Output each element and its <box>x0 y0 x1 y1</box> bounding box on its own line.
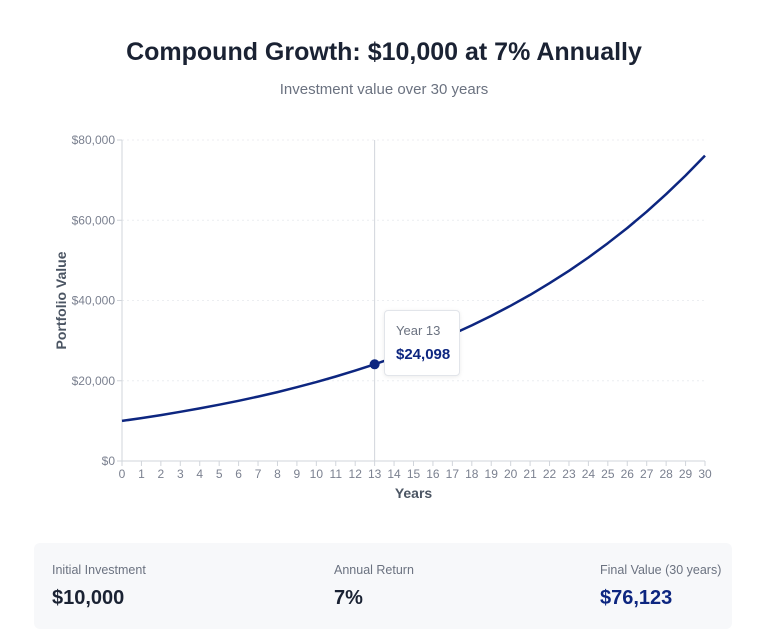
x-tick-label: 28 <box>659 467 673 481</box>
y-tick-label: $80,000 <box>72 133 116 147</box>
tooltip: Year 13 $24,098 <box>384 310 460 376</box>
y-tick-label: $60,000 <box>72 213 116 227</box>
stat-initial-investment: Initial Investment $10,000 <box>52 563 146 610</box>
x-tick-label: 9 <box>294 467 301 481</box>
x-tick-label: 10 <box>310 467 324 481</box>
stat-label: Initial Investment <box>52 563 146 577</box>
chart-title: Compound Growth: $10,000 at 7% Annually <box>126 38 642 66</box>
x-tick-label: 14 <box>387 467 401 481</box>
stat-value: 7% <box>334 587 363 609</box>
x-tick-label: 17 <box>446 467 460 481</box>
x-tick-label: 12 <box>349 467 363 481</box>
x-tick-label: 0 <box>119 467 126 481</box>
x-tick-label: 24 <box>582 467 596 481</box>
x-tick-label: 30 <box>698 467 712 481</box>
tooltip-value: $24,098 <box>396 346 451 363</box>
x-tick-label: 22 <box>543 467 557 481</box>
x-tick-label: 19 <box>485 467 499 481</box>
x-tick-label: 6 <box>235 467 242 481</box>
x-tick-label: 3 <box>177 467 184 481</box>
x-tick-label: 25 <box>601 467 615 481</box>
y-tick-label: $20,000 <box>72 374 116 388</box>
x-tick-label: 4 <box>196 467 203 481</box>
x-tick-label: 13 <box>368 467 382 481</box>
y-tick-label: $40,000 <box>72 294 116 308</box>
y-axis-label: Portfolio Value <box>53 251 69 349</box>
x-tick-label: 7 <box>255 467 262 481</box>
x-tick-label: 16 <box>426 467 440 481</box>
x-tick-label: 20 <box>504 467 518 481</box>
y-tick-label: $0 <box>102 454 116 468</box>
hover-point <box>369 359 380 370</box>
x-tick-label: 15 <box>407 467 421 481</box>
x-tick-label: 1 <box>138 467 145 481</box>
stat-label: Final Value (30 years) <box>600 563 722 577</box>
stat-final-value: Final Value (30 years) $76,123 <box>600 563 721 610</box>
x-tick-label: 23 <box>562 467 576 481</box>
stat-value: $76,123 <box>600 587 673 609</box>
x-tick-label: 27 <box>640 467 654 481</box>
x-tick-label: 18 <box>465 467 479 481</box>
tooltip-label: Year 13 <box>396 323 441 338</box>
x-tick-label: 8 <box>274 467 281 481</box>
x-axis-label: Years <box>395 485 433 501</box>
chart-subtitle: Investment value over 30 years <box>279 81 489 98</box>
stat-annual-return: Annual Return 7% <box>334 563 414 610</box>
x-tick-label: 2 <box>158 467 165 481</box>
x-tick-label: 5 <box>216 467 223 481</box>
summary-panel: Initial Investment $10,000 Annual Return… <box>34 543 732 629</box>
stat-label: Annual Return <box>334 563 414 577</box>
stat-value: $10,000 <box>52 587 125 609</box>
x-tick-label: 11 <box>330 467 343 481</box>
x-tick-label: 29 <box>679 467 693 481</box>
x-tick-label: 21 <box>523 467 537 481</box>
x-tick-label: 26 <box>621 467 635 481</box>
